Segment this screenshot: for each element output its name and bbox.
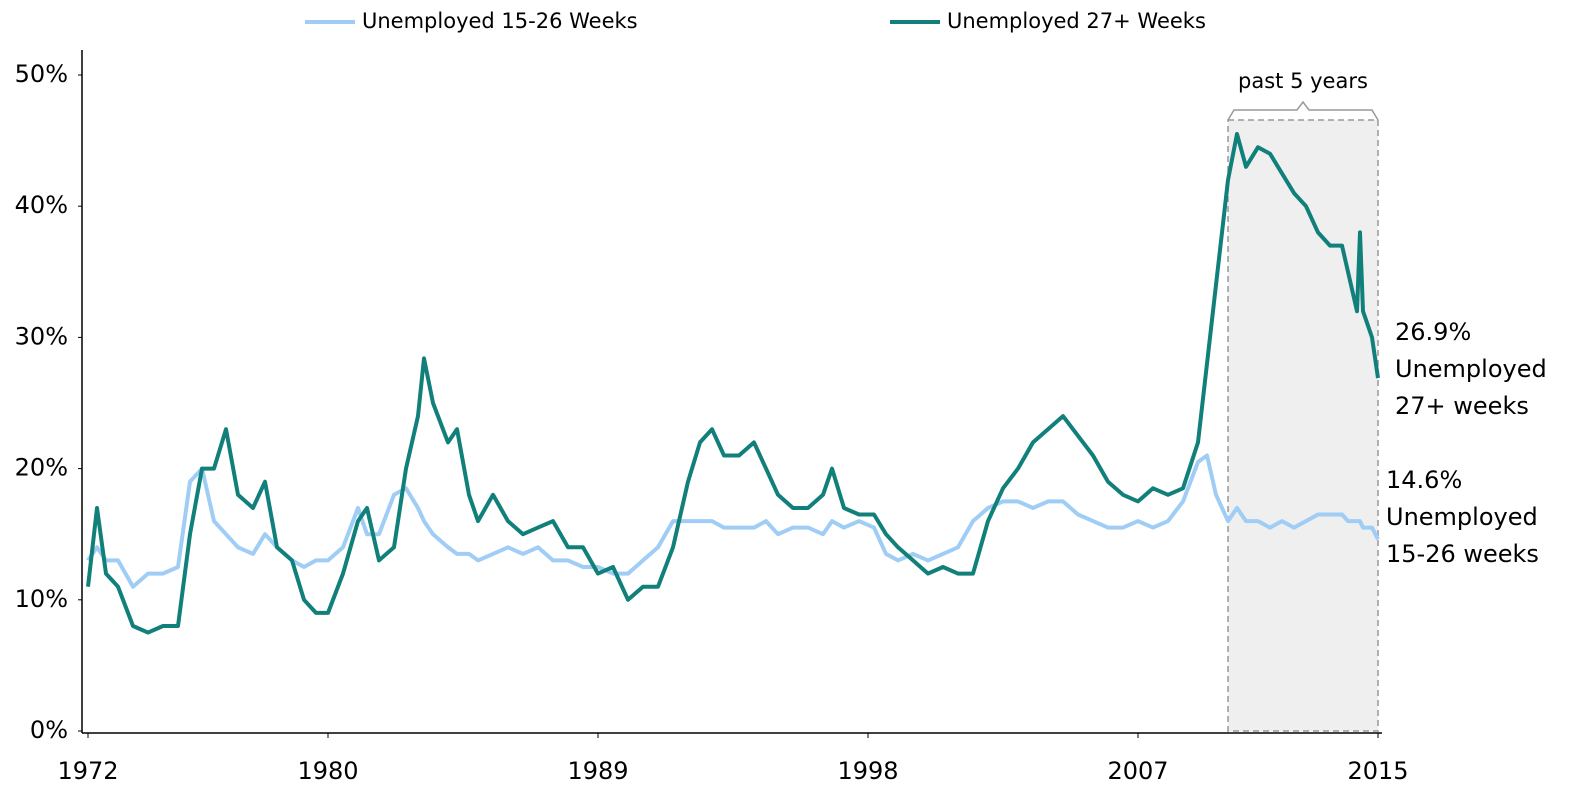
x-tick-label: 1972 (57, 757, 118, 785)
annotation-text: 15-26 weeks (1386, 540, 1539, 568)
annotation-text: 14.6% (1386, 466, 1462, 494)
x-tick-label: 1980 (297, 757, 358, 785)
highlight-label: past 5 years (1238, 69, 1368, 93)
y-tick-label: 30% (15, 322, 68, 350)
annotation-text: Unemployed (1395, 355, 1547, 383)
legend-label: Unemployed 15-26 Weeks (362, 9, 638, 33)
x-tick-label: 1998 (837, 757, 898, 785)
y-tick-label: 50% (15, 60, 68, 88)
x-tick-label: 1989 (567, 757, 628, 785)
annotation-text: 27+ weeks (1395, 392, 1529, 420)
x-tick-label: 2007 (1107, 757, 1168, 785)
series-line (86, 132, 1380, 635)
annotation-text: 26.9% (1395, 318, 1471, 346)
y-tick-label: 10% (15, 585, 68, 613)
x-tick-label: 2015 (1347, 757, 1408, 785)
y-tick-label: 40% (15, 191, 68, 219)
highlight-bracket (1227, 100, 1379, 121)
y-tick-label: 20% (15, 454, 68, 482)
highlight-region (1227, 119, 1379, 732)
y-tick-label: 0% (30, 716, 68, 744)
annotation-text: Unemployed (1386, 503, 1538, 531)
series-line (86, 453, 1380, 589)
legend-label: Unemployed 27+ Weeks (947, 9, 1206, 33)
